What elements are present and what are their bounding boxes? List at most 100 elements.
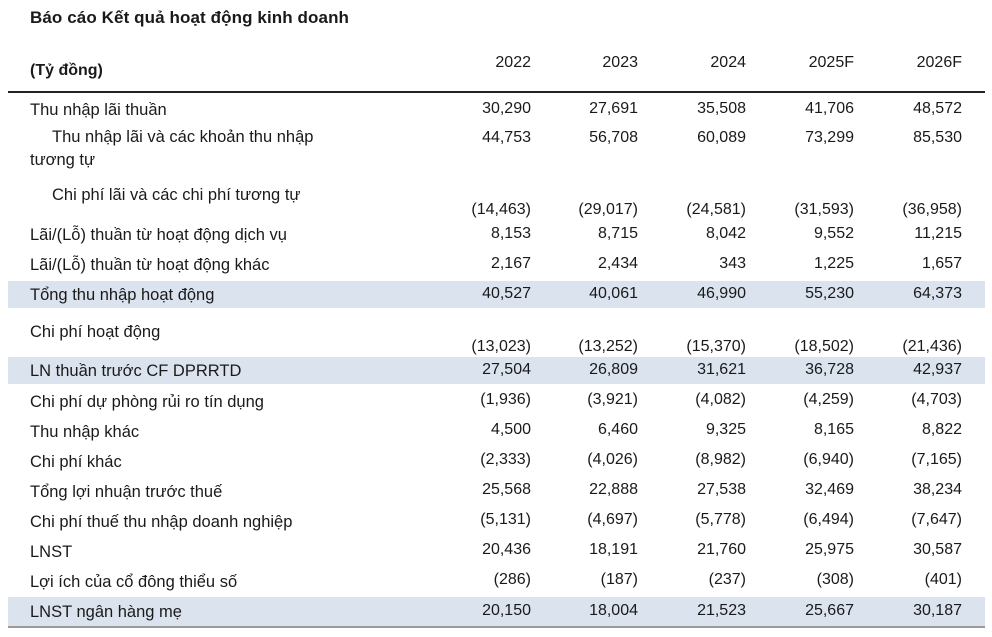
row-value: (6,494) xyxy=(803,511,854,528)
row-value: (1,936) xyxy=(480,391,531,408)
row-value: 46,990 xyxy=(697,285,746,302)
row-value: (401) xyxy=(924,571,962,588)
row-value: 20,436 xyxy=(482,541,531,558)
row-value: (237) xyxy=(708,571,746,588)
row-value: 60,089 xyxy=(697,129,746,146)
year-header: 2023 xyxy=(602,54,638,71)
row-value: 11,215 xyxy=(914,225,962,242)
row-value: 1,225 xyxy=(813,255,854,272)
row-value: (13,023) xyxy=(471,338,531,355)
row-value: 55,230 xyxy=(805,285,854,302)
row-value: 8,153 xyxy=(490,225,531,242)
row-value: 36,728 xyxy=(805,361,854,378)
row-value: 30,187 xyxy=(913,602,962,619)
row-value: 2,434 xyxy=(597,255,638,272)
row-value: (4,697) xyxy=(587,511,638,528)
row-value: 85,530 xyxy=(913,129,962,146)
row-value: 2,167 xyxy=(490,255,531,272)
row-value: (29,017) xyxy=(578,201,638,218)
table-row: Chi phí lãi và các chi phí tương tự (14,… xyxy=(8,180,985,222)
row-value: 31,621 xyxy=(697,361,746,378)
row-label: Thu nhập khác xyxy=(30,423,140,441)
row-value: (2,333) xyxy=(480,451,531,468)
table-row-highlighted: LN thuần trước CF DPRRTD 27,504 26,809 3… xyxy=(8,357,985,384)
row-value: 30,290 xyxy=(482,100,531,117)
row-label: Lợi ích của cổ đông thiểu số xyxy=(30,573,238,591)
row-label: LNST xyxy=(30,543,73,561)
row-value: (15,370) xyxy=(686,338,746,355)
row-value: 18,004 xyxy=(589,602,638,619)
table-row: Thu nhập lãi và các khoản thu nhập tương… xyxy=(8,124,985,176)
row-value: 9,325 xyxy=(705,421,746,438)
table-row-highlighted: LNST ngân hàng mẹ 20,150 18,004 21,523 2… xyxy=(8,597,985,626)
row-value: (308) xyxy=(816,571,854,588)
row-label: LNST ngân hàng mẹ xyxy=(30,603,182,621)
row-value: 4,500 xyxy=(490,421,531,438)
row-label: Thu nhập lãi và các khoản thu nhập xyxy=(52,128,314,146)
row-value: 41,706 xyxy=(805,100,854,117)
table-row: Chi phí hoạt động (13,023) (13,252) (15,… xyxy=(8,318,985,358)
row-value: 25,667 xyxy=(805,602,854,619)
row-value: (286) xyxy=(493,571,531,588)
row-value: (4,082) xyxy=(695,391,746,408)
year-header: 2026F xyxy=(916,54,962,71)
row-value: 44,753 xyxy=(482,129,531,146)
row-value: (6,940) xyxy=(803,451,854,468)
row-value: 8,715 xyxy=(597,225,638,242)
row-value: (5,131) xyxy=(480,511,531,528)
row-value: 27,504 xyxy=(482,361,531,378)
table-row: LNST 20,436 18,191 21,760 25,975 30,587 xyxy=(8,538,985,564)
table-row: Chi phí dự phòng rủi ro tín dụng (1,936)… xyxy=(8,388,985,414)
row-value: 25,975 xyxy=(805,541,854,558)
row-value: (5,778) xyxy=(695,511,746,528)
row-value: 73,299 xyxy=(805,129,854,146)
unit-label: (Tỷ đồng) xyxy=(30,62,103,79)
row-label: Chi phí thuế thu nhập doanh nghiệp xyxy=(30,513,293,531)
row-value: (24,581) xyxy=(686,201,746,218)
row-value: 30,587 xyxy=(913,541,962,558)
year-header: 2022 xyxy=(495,54,531,71)
row-value: 21,523 xyxy=(697,602,746,619)
row-value: 27,691 xyxy=(589,100,638,117)
row-value: (21,436) xyxy=(902,338,962,355)
table-row-highlighted: Tổng thu nhập hoạt động 40,527 40,061 46… xyxy=(8,281,985,308)
report-title: Báo cáo Kết quả hoạt động kinh doanh xyxy=(30,8,350,27)
row-label: Chi phí lãi và các chi phí tương tự xyxy=(52,186,301,204)
row-label: Thu nhập lãi thuần xyxy=(30,101,167,119)
row-label: Chi phí dự phòng rủi ro tín dụng xyxy=(30,393,264,411)
row-value: 42,937 xyxy=(913,361,962,378)
row-value: (14,463) xyxy=(471,201,531,218)
row-value: 9,552 xyxy=(813,225,854,242)
table-row: Lãi/(Lỗ) thuần từ hoạt động dịch vụ 8,15… xyxy=(8,222,985,248)
row-value: (4,703) xyxy=(911,391,962,408)
row-value: 8,822 xyxy=(921,421,962,438)
row-value: 64,373 xyxy=(913,285,962,302)
row-value: 48,572 xyxy=(913,100,962,117)
table-row: Chi phí khác (2,333) (4,026) (8,982) (6,… xyxy=(8,448,985,474)
row-label: Chi phí khác xyxy=(30,453,122,471)
row-value: 32,469 xyxy=(805,481,854,498)
row-value: (31,593) xyxy=(794,201,854,218)
row-value: 56,708 xyxy=(589,129,638,146)
row-value: 25,568 xyxy=(482,481,531,498)
row-value: 21,760 xyxy=(697,541,746,558)
row-label: Chi phí hoạt động xyxy=(30,323,161,341)
row-value: 22,888 xyxy=(589,481,638,498)
row-value: (3,921) xyxy=(587,391,638,408)
table-row: Tổng lợi nhuận trước thuế 25,568 22,888 … xyxy=(8,478,985,504)
row-value: 8,042 xyxy=(705,225,746,242)
row-label: Lãi/(Lỗ) thuần từ hoạt động khác xyxy=(30,256,270,274)
row-value: 26,809 xyxy=(589,361,638,378)
row-label: Lãi/(Lỗ) thuần từ hoạt động dịch vụ xyxy=(30,226,287,244)
table-bottom-rule xyxy=(8,626,985,628)
row-value: 40,527 xyxy=(482,285,531,302)
row-value: (7,165) xyxy=(911,451,962,468)
row-value: 40,061 xyxy=(589,285,638,302)
table-row: Thu nhập lãi thuần 30,290 27,691 35,508 … xyxy=(8,97,985,123)
table-row: Thu nhập khác 4,500 6,460 9,325 8,165 8,… xyxy=(8,418,985,444)
table-row: Chi phí thuế thu nhập doanh nghiệp (5,13… xyxy=(8,508,985,534)
year-header: 2024 xyxy=(710,54,746,71)
row-value: 27,538 xyxy=(697,481,746,498)
row-label: LN thuần trước CF DPRRTD xyxy=(30,362,242,380)
row-label: Tổng thu nhập hoạt động xyxy=(30,286,215,304)
